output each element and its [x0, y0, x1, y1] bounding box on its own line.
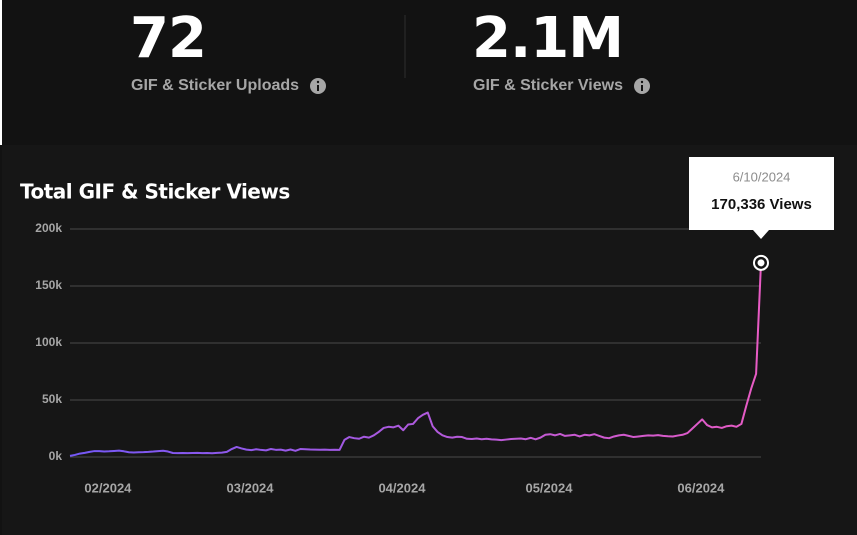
x-tick-label: 03/2024 — [227, 480, 275, 495]
x-tick-label: 02/2024 — [84, 480, 132, 495]
info-icon[interactable] — [310, 78, 326, 94]
tooltip-box — [689, 157, 834, 239]
plot: 0k 50k 100k 150k 200k 02/2024 03/2024 04/2024 05… — [35, 157, 834, 495]
y-tick-label: 50k — [42, 392, 62, 406]
stat-value: 2.1M — [472, 6, 623, 71]
chart-title: Total GIF & Sticker Views — [20, 180, 290, 204]
stat-label: GIF & Sticker Views — [473, 77, 623, 94]
y-tick-label: 200k — [35, 221, 62, 235]
y-tick-label: 0k — [49, 449, 63, 463]
stat-label: GIF & Sticker Uploads — [131, 77, 299, 94]
x-tick-label: 06/2024 — [677, 480, 725, 495]
y-tick-label: 100k — [35, 335, 62, 349]
line-series — [69, 262, 762, 457]
hover-point-dot — [757, 259, 765, 267]
stat-value: 72 — [130, 6, 206, 71]
tooltip-value: 170,336 Views — [711, 196, 812, 213]
edge — [0, 0, 2, 145]
info-icon[interactable] — [634, 78, 650, 94]
tooltip-date: 6/10/2024 — [733, 169, 791, 184]
x-tick-label: 04/2024 — [378, 480, 426, 495]
x-tick-label: 05/2024 — [525, 480, 573, 495]
y-tick-label: 150k — [35, 278, 62, 292]
